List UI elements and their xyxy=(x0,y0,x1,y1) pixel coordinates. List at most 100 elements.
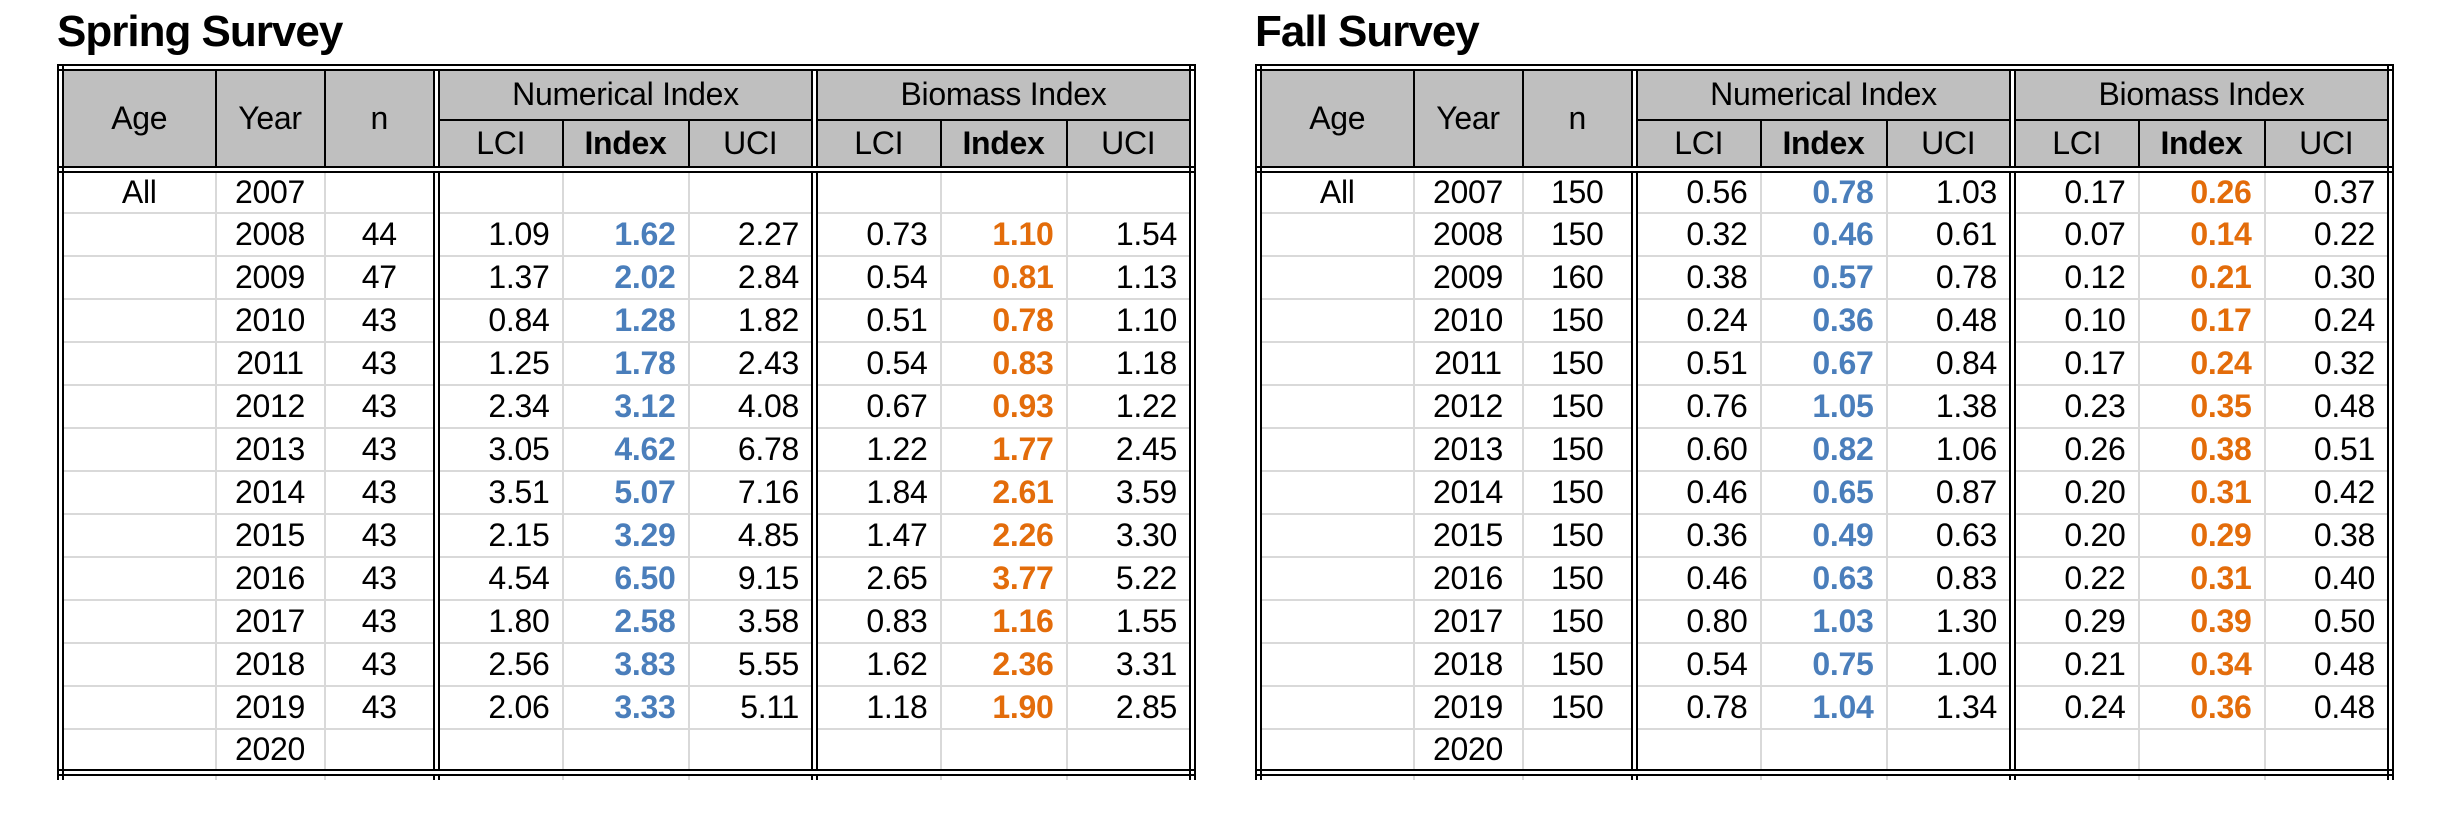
cell-n: 150 xyxy=(1522,514,1636,558)
cell-num-lci: 2.34 xyxy=(433,385,564,429)
table-row: 2012 150 0.76 1.05 1.38 0.23 0.35 0.48 xyxy=(1255,385,2394,429)
cell-num-lci: 0.60 xyxy=(1631,428,1762,472)
cell-bio-index: 1.90 xyxy=(940,686,1068,730)
cell-bio-uci: 1.22 xyxy=(1066,385,1196,429)
cell-bio-uci xyxy=(2264,729,2394,776)
cell-num-index: 0.46 xyxy=(1760,213,1888,257)
cell-bio-uci: 1.55 xyxy=(1066,600,1196,644)
cell-num-uci: 9.15 xyxy=(688,557,816,601)
cell-bio-uci: 5.22 xyxy=(1066,557,1196,601)
cell-age xyxy=(57,213,217,257)
cell-year: 2009 xyxy=(215,256,326,300)
column-header-year: Year xyxy=(215,64,326,173)
cell-num-uci: 1.82 xyxy=(688,299,816,343)
cell-num-uci: 1.06 xyxy=(1886,428,2014,472)
cell-bio-index xyxy=(940,729,1068,776)
cell-year: 2018 xyxy=(1413,643,1524,687)
cell-bio-lci: 0.26 xyxy=(2009,428,2140,472)
cell-bio-uci: 0.24 xyxy=(2264,299,2394,343)
cell-year: 2011 xyxy=(215,342,326,386)
cell-bio-uci: 1.13 xyxy=(1066,256,1196,300)
cell-year: 2010 xyxy=(215,299,326,343)
cell-n: 43 xyxy=(324,471,438,515)
cell-bio-index: 0.31 xyxy=(2138,471,2266,515)
cell-age xyxy=(57,643,217,687)
table-row: 2013 43 3.05 4.62 6.78 1.22 1.77 2.45 xyxy=(57,428,1196,472)
cell-age xyxy=(1255,600,1415,644)
cell-n: 150 xyxy=(1522,557,1636,601)
fall-survey-title: Fall Survey xyxy=(1255,7,1480,56)
cell-n: 150 xyxy=(1522,213,1636,257)
cell-num-lci: 0.46 xyxy=(1631,471,1762,515)
cell-bio-index: 0.17 xyxy=(2138,299,2266,343)
cell-age xyxy=(57,471,217,515)
cell-n: 150 xyxy=(1522,686,1636,730)
cell-bio-uci: 0.37 xyxy=(2264,169,2394,214)
cell-num-lci: 4.54 xyxy=(433,557,564,601)
column-header-bio-lci: LCI xyxy=(2009,119,2140,173)
cell-num-lci: 0.46 xyxy=(1631,557,1762,601)
cell-num-index: 0.65 xyxy=(1760,471,1888,515)
column-header-bio-lci: LCI xyxy=(811,119,942,173)
cell-bio-uci: 3.30 xyxy=(1066,514,1196,558)
cell-num-index: 3.83 xyxy=(562,643,690,687)
cell-n: 150 xyxy=(1522,471,1636,515)
cropped-next-row xyxy=(57,772,1196,780)
cell-bio-lci: 0.83 xyxy=(811,600,942,644)
cell-age xyxy=(57,557,217,601)
cell-num-lci: 0.36 xyxy=(1631,514,1762,558)
cell-n: 43 xyxy=(324,557,438,601)
table-row: 2008 150 0.32 0.46 0.61 0.07 0.14 0.22 xyxy=(1255,213,2394,257)
cell-age xyxy=(1255,385,1415,429)
cell-bio-uci: 1.18 xyxy=(1066,342,1196,386)
spring-survey-title: Spring Survey xyxy=(57,7,343,56)
cell-num-lci: 3.05 xyxy=(433,428,564,472)
table-row: 2009 47 1.37 2.02 2.84 0.54 0.81 1.13 xyxy=(57,256,1196,300)
cell-stub xyxy=(1066,772,1196,780)
cell-num-uci xyxy=(688,729,816,776)
cell-bio-lci: 0.73 xyxy=(811,213,942,257)
cell-num-index: 0.63 xyxy=(1760,557,1888,601)
header-row-groups: Age Year n Numerical Index Biomass Index xyxy=(1255,64,2394,173)
cell-bio-lci: 0.17 xyxy=(2009,342,2140,386)
cell-n: 150 xyxy=(1522,643,1636,687)
cell-num-uci: 5.11 xyxy=(688,686,816,730)
cell-n: 43 xyxy=(324,385,438,429)
cell-n: 47 xyxy=(324,256,438,300)
table-row: 2014 43 3.51 5.07 7.16 1.84 2.61 3.59 xyxy=(57,471,1196,515)
cell-age xyxy=(1255,557,1415,601)
cell-age xyxy=(1255,643,1415,687)
cell-bio-lci: 0.67 xyxy=(811,385,942,429)
cell-age xyxy=(1255,729,1415,776)
cell-num-lci: 2.56 xyxy=(433,643,564,687)
cell-bio-index: 0.24 xyxy=(2138,342,2266,386)
cell-num-uci: 4.08 xyxy=(688,385,816,429)
cell-num-lci: 0.54 xyxy=(1631,643,1762,687)
cell-bio-uci: 0.42 xyxy=(2264,471,2394,515)
cell-num-index: 0.67 xyxy=(1760,342,1888,386)
cell-bio-lci: 0.51 xyxy=(811,299,942,343)
cell-bio-lci: 0.29 xyxy=(2009,600,2140,644)
cell-bio-uci: 0.40 xyxy=(2264,557,2394,601)
cell-num-index: 1.04 xyxy=(1760,686,1888,730)
cell-num-lci xyxy=(433,729,564,776)
column-header-num-uci: UCI xyxy=(1886,119,2014,173)
cell-bio-index xyxy=(940,169,1068,214)
cell-n: 150 xyxy=(1522,169,1636,214)
cell-bio-lci: 0.20 xyxy=(2009,471,2140,515)
cell-num-uci: 6.78 xyxy=(688,428,816,472)
cell-year: 2010 xyxy=(1413,299,1524,343)
column-header-bio-index: Index xyxy=(940,119,1068,173)
header-row-stats: LCI Index UCI LCI Index UCI xyxy=(61,119,1196,173)
cell-n: 150 xyxy=(1522,342,1636,386)
table-row: 2019 150 0.78 1.04 1.34 0.24 0.36 0.48 xyxy=(1255,686,2394,730)
table-row: 2019 43 2.06 3.33 5.11 1.18 1.90 2.85 xyxy=(57,686,1196,730)
table-row: 2015 43 2.15 3.29 4.85 1.47 2.26 3.30 xyxy=(57,514,1196,558)
cell-stub xyxy=(1631,772,1762,780)
column-header-age: Age xyxy=(57,64,217,173)
cell-stub xyxy=(2009,772,2140,780)
cell-num-lci: 0.56 xyxy=(1631,169,1762,214)
cell-bio-index: 1.77 xyxy=(940,428,1068,472)
cell-bio-lci xyxy=(2009,729,2140,776)
cell-year: 2014 xyxy=(1413,471,1524,515)
